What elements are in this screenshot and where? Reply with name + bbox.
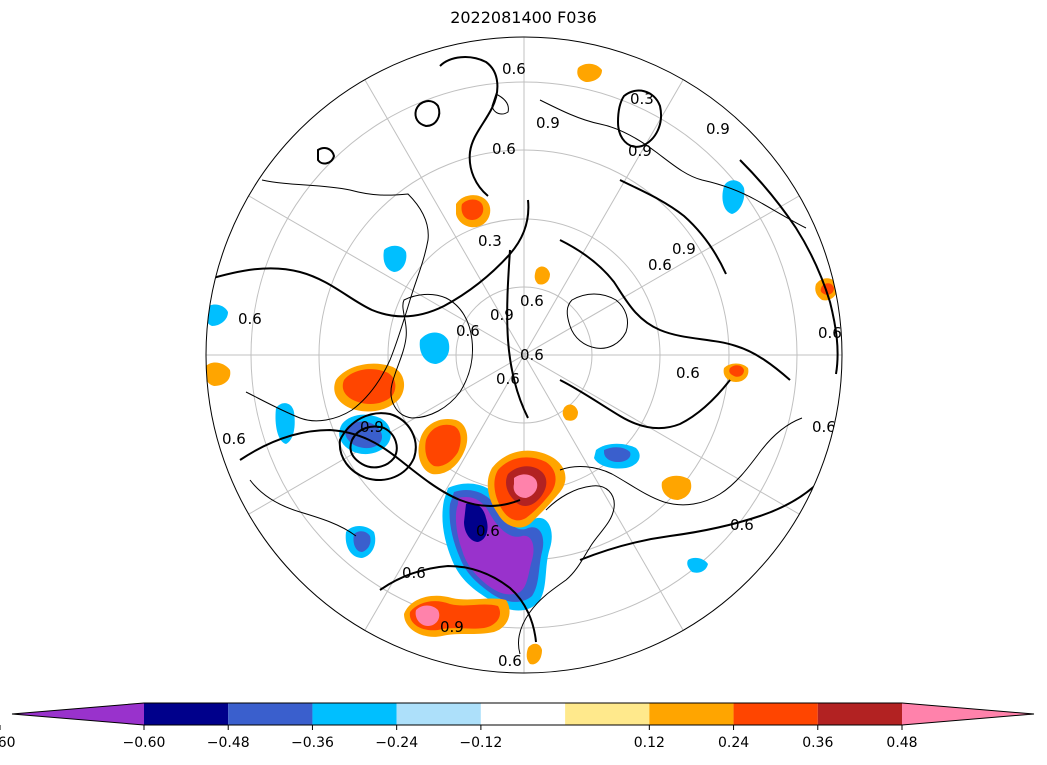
colorbar-segment xyxy=(565,703,650,725)
coastline xyxy=(249,479,357,537)
contour-line xyxy=(414,100,441,128)
contour-label: 0.9 xyxy=(706,120,730,138)
negative-anomaly-area xyxy=(604,447,631,462)
colorbar-tick-label: −0.12 xyxy=(459,735,502,751)
coastline xyxy=(517,485,615,655)
colorbar-segment xyxy=(480,703,566,725)
contour-label: 0.3 xyxy=(630,90,654,108)
coastline xyxy=(566,293,629,349)
colorbar xyxy=(11,702,1035,726)
contour-labels: 0.6 0.9 0.9 0.6 0.3 0.9 0.6 0.9 0.6 0.6 … xyxy=(222,60,842,670)
negative-anomaly-area xyxy=(419,332,450,364)
negative-anomaly-area xyxy=(383,245,407,272)
contour-line xyxy=(739,159,839,375)
contour-label: 0.9 xyxy=(672,240,696,258)
colorbar-segment xyxy=(649,703,734,725)
negative-anomaly-area xyxy=(206,304,228,326)
colorbar-tick-label: 0.60 xyxy=(0,735,16,751)
colorbar-segment xyxy=(144,703,229,725)
negative-anomaly-area xyxy=(464,502,488,542)
contour-line xyxy=(579,469,831,561)
contour-label: 0.6 xyxy=(476,522,500,540)
colorbar-tick-label: 0.36 xyxy=(802,735,833,751)
contour-label: 0.6 xyxy=(730,516,754,534)
contour-label: 0.9 xyxy=(490,306,514,324)
contour-line xyxy=(439,56,499,197)
contour-label: 0.6 xyxy=(818,324,842,342)
positive-anomaly-area xyxy=(577,63,602,82)
colorbar-segment xyxy=(733,703,818,725)
negative-anomaly-area xyxy=(722,180,745,214)
contour-line xyxy=(317,147,336,165)
colorbar-segment xyxy=(396,703,481,725)
colorbar-ticks: −0.60 −0.48 −0.36 −0.24 −0.12 0.12 0.24 0.36 0.4… xyxy=(0,725,918,751)
contour-label: 0.9 xyxy=(440,618,464,636)
coastline xyxy=(245,179,429,422)
positive-anomaly-area xyxy=(534,266,550,285)
map-title: 2022081400 F036 xyxy=(450,8,597,27)
positive-anomaly-area xyxy=(342,369,396,404)
positive-anomaly-area xyxy=(729,365,744,377)
positive-anomaly-area xyxy=(425,424,461,467)
contour-label: 0.9 xyxy=(628,142,652,160)
negative-anomaly-area xyxy=(687,557,708,573)
positive-anomaly-area xyxy=(661,475,692,500)
polar-map-panel: 0.6 0.9 0.9 0.6 0.3 0.9 0.6 0.9 0.6 0.6 … xyxy=(205,36,843,674)
contour-label: 0.6 xyxy=(502,60,526,78)
contour-label: 0.9 xyxy=(536,114,560,132)
contour-line xyxy=(349,425,398,469)
colorbar-segment xyxy=(228,703,313,725)
contour-label: 0.6 xyxy=(238,310,262,328)
contour-label: 0.6 xyxy=(812,418,836,436)
positive-anomaly-area xyxy=(562,404,578,421)
map-boundary xyxy=(205,36,843,674)
colorbar-segment xyxy=(902,703,1034,725)
graticule xyxy=(206,37,842,673)
coastline xyxy=(559,417,803,506)
contour-label: 0.6 xyxy=(648,256,672,274)
contour-label: 0.6 xyxy=(492,140,516,158)
meridian-line xyxy=(364,79,684,631)
contour-label: 0.6 xyxy=(456,322,480,340)
coastlines xyxy=(245,93,807,655)
contour-label: 0.6 xyxy=(520,346,544,364)
contour-label: 0.9 xyxy=(360,418,384,436)
contour-line xyxy=(559,239,791,381)
colorbar-tick-label: −0.36 xyxy=(291,735,334,751)
contour-line xyxy=(559,379,731,430)
contour-label: 0.6 xyxy=(520,292,544,310)
contour-line xyxy=(239,428,521,507)
colorbar-tick-label: 0.48 xyxy=(886,735,917,751)
colorbar-segment xyxy=(817,703,902,725)
contour-lines xyxy=(206,56,839,643)
colorbar-tick-label: −0.60 xyxy=(123,735,166,751)
contour-label: 0.6 xyxy=(222,430,246,448)
coastline xyxy=(539,99,807,229)
positive-anomaly-area xyxy=(461,199,484,220)
contour-line xyxy=(619,179,727,275)
colorbar-tick-label: 0.12 xyxy=(634,735,665,751)
coastline xyxy=(491,93,509,115)
colorbar-segment xyxy=(312,703,397,725)
colorbar-tick-label: −0.48 xyxy=(207,735,250,751)
contour-line xyxy=(506,249,529,419)
positive-anomaly-area xyxy=(513,474,538,498)
colorbar-tick-label: −0.24 xyxy=(375,735,418,751)
coastline xyxy=(390,293,473,419)
contour-label: 0.6 xyxy=(676,364,700,382)
contour-line xyxy=(379,564,537,643)
contour-label: 0.6 xyxy=(498,652,522,670)
contour-label: 0.3 xyxy=(478,232,502,250)
negative-anomaly-area xyxy=(353,531,371,552)
colorbar-tick-label: 0.24 xyxy=(718,735,749,751)
contour-line xyxy=(338,412,417,481)
contour-label: 0.6 xyxy=(402,564,426,582)
positive-anomaly-area xyxy=(526,643,542,665)
positive-anomaly-area xyxy=(415,605,440,626)
positive-anomaly-area xyxy=(206,362,231,386)
contour-label: 0.6 xyxy=(496,370,520,388)
colorbar-segment xyxy=(12,703,144,725)
contour-line xyxy=(616,89,662,148)
